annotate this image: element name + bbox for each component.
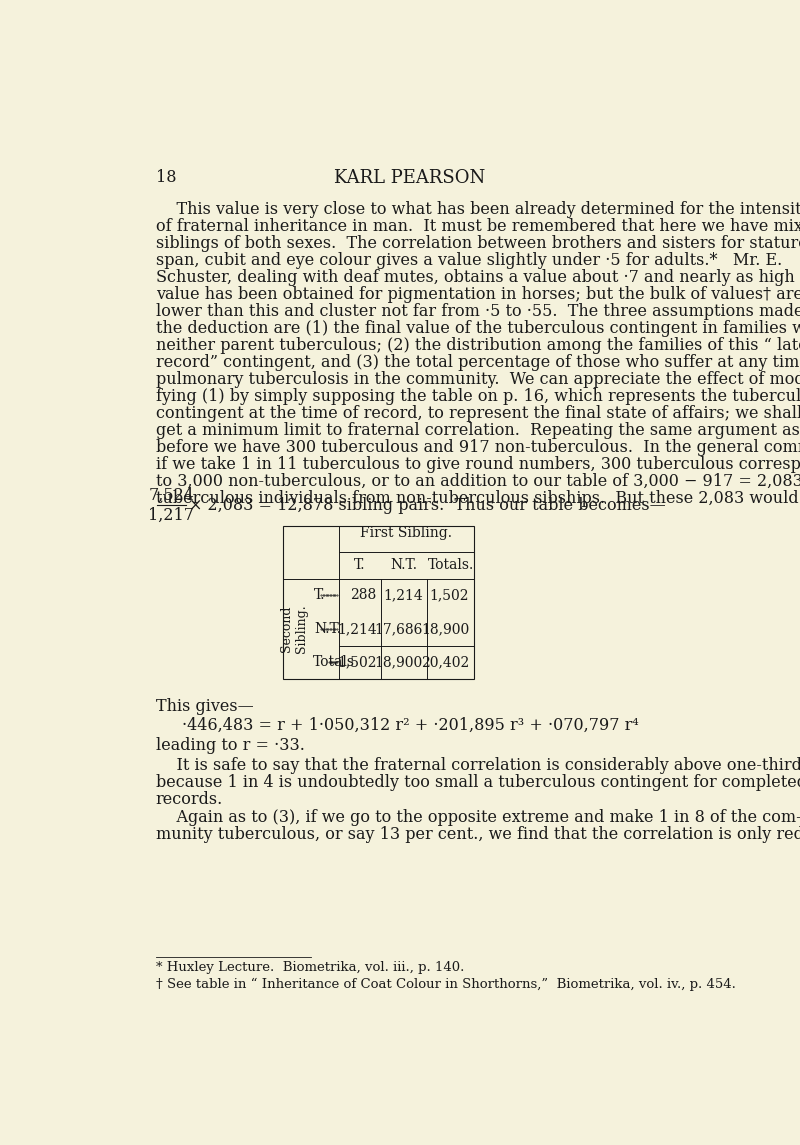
Text: contingent at the time of record, to represent the final state of affairs; we sh: contingent at the time of record, to rep… [156, 405, 800, 423]
Text: siblings of both sexes.  The correlation between brothers and sisters for statur: siblings of both sexes. The correlation … [156, 235, 800, 252]
Bar [283, 526, 474, 679]
Text: to 3,000 non-tuberculous, or to an addition to our table of 3,000 − 917 = 2,083 : to 3,000 non-tuberculous, or to an addit… [156, 473, 800, 490]
Text: × 2,083 = 12,878 sibling pairs.  Thus our table becomes—: × 2,083 = 12,878 sibling pairs. Thus our… [190, 497, 666, 514]
Text: Schuster, dealing with deaf mutes, obtains a value about ·7 and nearly as high a: Schuster, dealing with deaf mutes, obtai… [156, 269, 800, 286]
Text: 18: 18 [156, 169, 176, 187]
Text: 17,686: 17,686 [374, 622, 422, 635]
Text: 288: 288 [350, 589, 377, 602]
Text: N.T.: N.T. [314, 622, 341, 635]
Text: 7,524: 7,524 [148, 487, 194, 504]
Text: neither parent tuberculous; (2) the distribution among the families of this “ la: neither parent tuberculous; (2) the dist… [156, 337, 800, 354]
Text: Totals: Totals [313, 655, 354, 670]
Text: fying (1) by simply supposing the table on p. 16, which represents the tuberculo: fying (1) by simply supposing the table … [156, 388, 800, 405]
Text: if we take 1 in 11 tuberculous to give round numbers, 300 tuberculous correspond: if we take 1 in 11 tuberculous to give r… [156, 456, 800, 473]
Text: lower than this and cluster not far from ·5 to ·55.  The three assumptions made : lower than this and cluster not far from… [156, 303, 800, 319]
Text: tuberculous individuals from non-tuberculous sibships.  But these 2,083 would gi: tuberculous individuals from non-tubercu… [156, 490, 800, 507]
Text: N.T.: N.T. [390, 559, 418, 572]
Text: First Sibling.: First Sibling. [360, 526, 452, 539]
Text: 18,900: 18,900 [374, 655, 422, 670]
Text: because 1 in 4 is undoubtedly too small a tuberculous contingent for completed: because 1 in 4 is undoubtedly too small … [156, 774, 800, 791]
Text: record” contingent, and (3) the total percentage of those who suffer at any time: record” contingent, and (3) the total pe… [156, 354, 800, 371]
Text: 1,214: 1,214 [337, 622, 377, 635]
Text: munity tuberculous, or say 13 per cent., we find that the correlation is only re: munity tuberculous, or say 13 per cent.,… [156, 826, 800, 843]
Text: † See table in “ Inheritance of Coat Colour in Shorthorns,”  Biometrika, vol. iv: † See table in “ Inheritance of Coat Col… [156, 978, 736, 990]
Text: T.: T. [354, 559, 366, 572]
Text: This gives—: This gives— [156, 698, 254, 716]
Text: Again as to (3), if we go to the opposite extreme and make 1 in 8 of the com-: Again as to (3), if we go to the opposit… [156, 808, 800, 826]
Text: of fraternal inheritance in man.  It must be remembered that here we have mixed: of fraternal inheritance in man. It must… [156, 218, 800, 235]
Text: It is safe to say that the fraternal correlation is considerably above one-third: It is safe to say that the fraternal cor… [156, 758, 800, 774]
Text: 20,402: 20,402 [421, 655, 470, 670]
Text: before we have 300 tuberculous and 917 non-tuberculous.  In the general communit: before we have 300 tuberculous and 917 n… [156, 439, 800, 456]
Text: 1,217: 1,217 [148, 507, 194, 524]
Text: 1,502: 1,502 [337, 655, 377, 670]
Text: This value is very close to what has been already determined for the intensity: This value is very close to what has bee… [156, 200, 800, 218]
Text: Second
Sibling.: Second Sibling. [280, 605, 308, 653]
Text: pulmonary tuberculosis in the community.  We can appreciate the effect of modi-: pulmonary tuberculosis in the community.… [156, 371, 800, 388]
Text: value has been obtained for pigmentation in horses; but the bulk of values† are: value has been obtained for pigmentation… [156, 286, 800, 303]
Text: records.: records. [156, 791, 223, 808]
Text: span, cubit and eye colour gives a value slightly under ·5 for adults.*   Mr. E.: span, cubit and eye colour gives a value… [156, 252, 782, 269]
Text: leading to r = ·33.: leading to r = ·33. [156, 737, 305, 753]
Text: get a minimum limit to fraternal correlation.  Repeating the same argument as: get a minimum limit to fraternal correla… [156, 423, 800, 439]
Text: Totals.: Totals. [427, 559, 474, 572]
Text: 18,900: 18,900 [421, 622, 470, 635]
Text: the deduction are (1) the final value of the tuberculous contingent in families : the deduction are (1) the final value of… [156, 319, 800, 337]
Text: KARL PEARSON: KARL PEARSON [334, 169, 486, 187]
Text: T.: T. [314, 589, 326, 602]
Text: * Huxley Lecture.  Biometrika, vol. iii., p. 140.: * Huxley Lecture. Biometrika, vol. iii.,… [156, 961, 464, 974]
Text: ·446,483 = r + 1·050,312 r² + ·201,895 r³ + ·070,797 r⁴: ·446,483 = r + 1·050,312 r² + ·201,895 r… [182, 717, 638, 734]
Text: 1,214: 1,214 [383, 589, 422, 602]
Text: 1,502: 1,502 [430, 589, 470, 602]
